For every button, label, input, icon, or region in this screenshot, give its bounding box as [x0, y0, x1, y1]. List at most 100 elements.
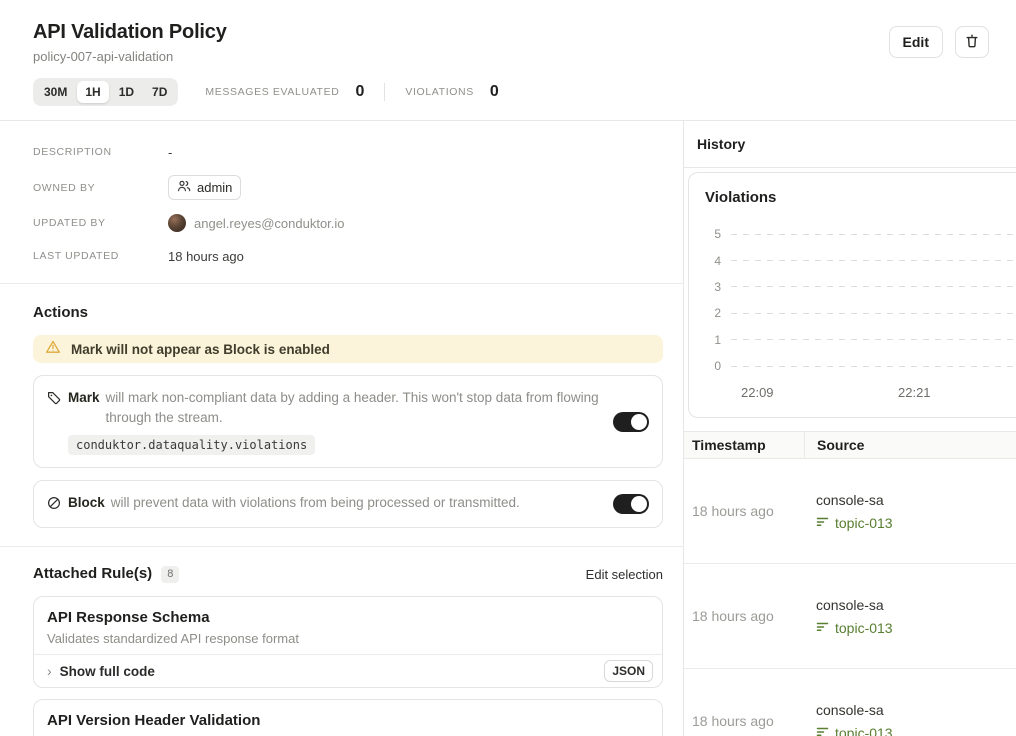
mark-action-card: Mark will mark non-compliant data by add… — [33, 375, 663, 468]
last-updated-value: 18 hours ago — [168, 248, 244, 264]
y-tick: 4 — [714, 253, 721, 268]
gridline — [731, 312, 1016, 314]
rule-description: Validates API version header value — [47, 734, 649, 736]
divider — [0, 546, 683, 547]
stats-divider — [384, 83, 386, 101]
delete-button[interactable] — [955, 26, 989, 58]
mark-toggle[interactable] — [613, 411, 649, 432]
last-updated-label: LAST UPDATED — [33, 250, 119, 262]
y-tick: 5 — [714, 227, 721, 242]
violation-timestamp: 18 hours ago — [692, 713, 774, 730]
page-header: API Validation Policy policy-007-api-val… — [0, 0, 1016, 121]
block-action-description: will prevent data with violations from b… — [110, 495, 520, 510]
topic-link[interactable]: topic-013 — [816, 725, 1016, 736]
violation-source: console-sa — [816, 491, 884, 508]
gridline — [731, 365, 1016, 367]
edit-selection-link[interactable]: Edit selection — [585, 566, 663, 582]
time-range-1d[interactable]: 1D — [118, 85, 135, 99]
mark-action-description: will mark non-compliant data by adding a… — [105, 390, 599, 425]
tag-icon — [47, 391, 61, 410]
page-title: API Validation Policy — [33, 21, 227, 43]
description-value: - — [168, 144, 173, 160]
time-range-1h[interactable]: 1H — [77, 81, 109, 103]
source-column-header: Source — [804, 432, 1016, 459]
warning-message: Mark will not appear as Block is enabled — [71, 341, 330, 357]
block-action-name: Block — [68, 495, 105, 510]
gridline — [731, 286, 1016, 288]
block-icon — [47, 496, 61, 515]
topic-name: topic-013 — [835, 724, 893, 736]
rule-title: API Response Schema — [47, 609, 210, 626]
violations-stat: VIOLATIONS 0 — [405, 83, 498, 101]
users-icon — [177, 179, 191, 196]
divider — [0, 283, 683, 284]
timestamp-column-header: Timestamp — [692, 437, 766, 454]
violation-row: 18 hours ago console-sa topic-013 — [684, 459, 1016, 565]
messages-evaluated-stat: MESSAGES EVALUATED 0 — [205, 83, 364, 101]
violation-row: 18 hours ago console-sa topic-013 — [684, 669, 1016, 736]
metadata-section: DESCRIPTION - OWNED BY — [0, 121, 683, 283]
block-action-card: Block will prevent data with violations … — [33, 480, 663, 528]
owned-by-row: OWNED BY admin — [33, 175, 663, 200]
attached-rules-section: Attached Rule(s) 8 Edit selection API Re… — [0, 547, 683, 736]
actions-section: Actions Mark will not appear as Block is… — [0, 284, 683, 546]
table-header: Timestamp Source — [684, 431, 1016, 460]
topic-name: topic-013 — [835, 619, 893, 636]
x-tick: 22:09 — [741, 385, 774, 401]
topic-link[interactable]: topic-013 — [816, 620, 1016, 636]
x-tick: 22:21 — [898, 385, 931, 401]
trash-icon — [964, 33, 980, 52]
violation-source: console-sa — [816, 596, 884, 613]
time-range-7d[interactable]: 7D — [152, 85, 168, 99]
messages-evaluated-label: MESSAGES EVALUATED — [205, 86, 340, 98]
messages-evaluated-value: 0 — [355, 83, 365, 100]
updater-email: angel.reyes@conduktor.io — [194, 215, 345, 231]
owner-name: admin — [197, 180, 233, 195]
y-tick: 0 — [714, 359, 721, 374]
policy-details-panel: DESCRIPTION - OWNED BY — [0, 121, 684, 736]
warning-banner: Mark will not appear as Block is enabled — [33, 335, 663, 363]
attached-rules-heading: Attached Rule(s) — [33, 565, 153, 582]
violations-history-table: Timestamp Source 18 hours ago console-sa — [684, 431, 1016, 736]
rule-title: API Version Header Validation — [47, 712, 261, 729]
rule-card: API Version Header Validation Validates … — [33, 699, 663, 736]
format-badge: JSON — [604, 660, 653, 682]
block-toggle[interactable] — [613, 494, 649, 514]
time-range-selector: 30M 1H 1D 7D — [33, 78, 179, 106]
chart-title: Violations — [705, 189, 777, 206]
violation-timestamp: 18 hours ago — [692, 503, 774, 520]
description-label: DESCRIPTION — [33, 146, 112, 158]
actions-heading: Actions — [33, 304, 89, 321]
time-range-30m[interactable]: 30M — [44, 85, 68, 99]
history-heading: History — [684, 121, 1016, 168]
edit-button[interactable]: Edit — [888, 26, 943, 58]
gridline — [731, 260, 1016, 262]
violations-value: 0 — [489, 83, 499, 100]
owner-badge[interactable]: admin — [168, 175, 242, 200]
last-updated-row: LAST UPDATED 18 hours ago — [33, 246, 663, 266]
violations-chart: 5 4 3 2 1 0 22:09 22:21 — [705, 221, 1016, 405]
y-tick: 1 — [714, 332, 721, 347]
mark-action-name: Mark — [68, 390, 100, 405]
topic-icon — [816, 515, 829, 531]
updated-by-row: UPDATED BY angel.reyes@conduktor.io — [33, 213, 663, 233]
violations-label: VIOLATIONS — [405, 86, 474, 98]
violation-row: 18 hours ago console-sa topic-013 — [684, 564, 1016, 670]
topic-icon — [816, 620, 829, 636]
gridline — [731, 233, 1016, 235]
page-subtitle: policy-007-api-validation — [33, 49, 174, 64]
violation-source: console-sa — [816, 701, 884, 718]
warning-triangle-icon — [45, 339, 61, 360]
history-panel: History Violations 5 4 3 2 1 0 22:09 22:… — [684, 121, 1016, 736]
violations-chart-card: Violations 5 4 3 2 1 0 22:09 22:21 — [688, 172, 1016, 419]
rule-card: API Response Schema Validates standardiz… — [33, 596, 663, 688]
gridline — [731, 339, 1016, 341]
owned-by-label: OWNED BY — [33, 181, 96, 194]
show-full-code-link[interactable]: Show full code — [59, 663, 155, 679]
chevron-right-icon: › — [47, 663, 52, 679]
violation-timestamp: 18 hours ago — [692, 608, 774, 625]
description-row: DESCRIPTION - — [33, 142, 663, 162]
topic-link[interactable]: topic-013 — [816, 515, 1016, 531]
topic-icon — [816, 725, 829, 736]
